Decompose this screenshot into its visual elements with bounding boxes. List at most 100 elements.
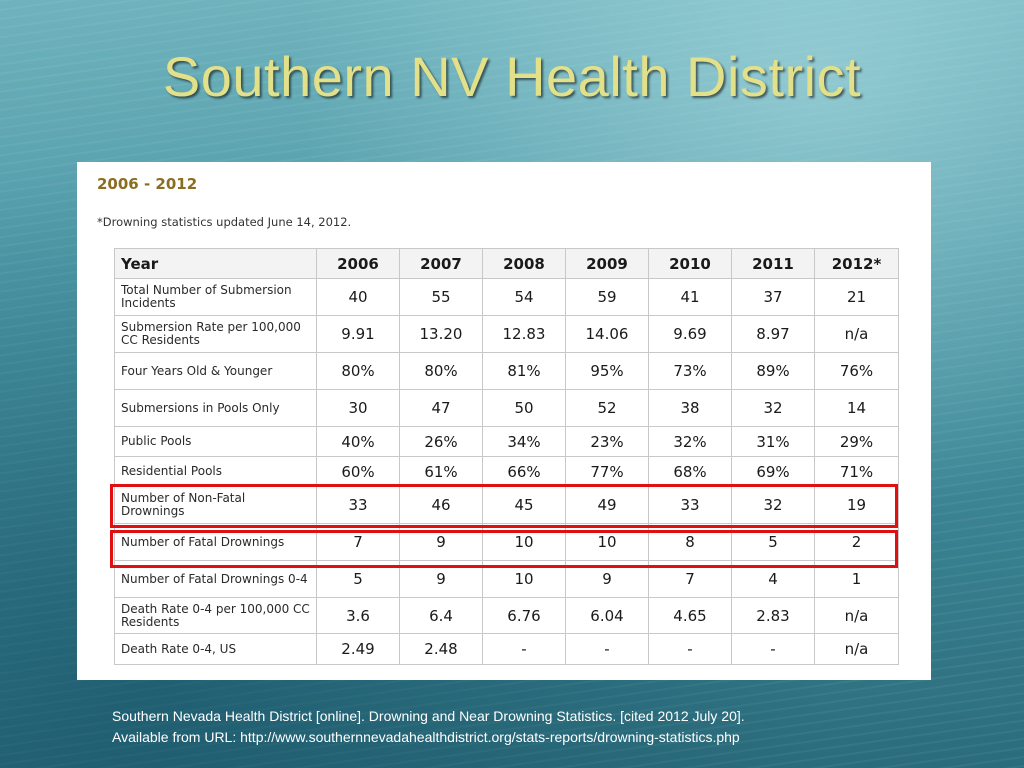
table-cell: 10 <box>482 560 566 598</box>
table-row: Submersion Rate per 100,000 CC Residents… <box>114 315 899 353</box>
table-cell: 34% <box>482 426 566 457</box>
table-cell: 33 <box>316 486 400 524</box>
table-row: Total Number of Submersion Incidents 40 55… <box>114 278 899 316</box>
row-label: Death Rate 0-4, US <box>114 633 317 665</box>
slide-title: Southern NV Health District <box>162 45 862 108</box>
table-cell: 4.65 <box>648 597 732 634</box>
table-cell: 2.48 <box>399 633 483 665</box>
table-cell: 54 <box>482 278 566 316</box>
table-cell: - <box>731 633 815 665</box>
table-cell: 66% <box>482 456 566 487</box>
drowning-statistics-table: Year 2006 2007 2008 2009 2010 2011 2012*… <box>114 248 899 665</box>
table-cell: 10 <box>565 523 649 561</box>
header-cell-2006: 2006 <box>316 248 400 279</box>
table-row: Public Pools 40% 26% 34% 23% 32% 31% 29% <box>114 426 899 457</box>
row-label: Total Number of Submersion Incidents <box>114 278 317 316</box>
table-cell: 1 <box>814 560 899 598</box>
table-cell: 3.6 <box>316 597 400 634</box>
header-cell-2009: 2009 <box>565 248 649 279</box>
table-cell: 77% <box>565 456 649 487</box>
table-cell: 71% <box>814 456 899 487</box>
table-cell: 33 <box>648 486 732 524</box>
table-cell: 41 <box>648 278 732 316</box>
table-cell: 69% <box>731 456 815 487</box>
table-cell: 45 <box>482 486 566 524</box>
table-cell: 32 <box>731 389 815 427</box>
table-row: Residential Pools 60% 61% 66% 77% 68% 69% 71% <box>114 456 899 487</box>
table-cell: 47 <box>399 389 483 427</box>
row-label: Number of Fatal Drownings 0-4 <box>114 560 317 598</box>
year-range-heading: 2006 - 2012 <box>97 175 198 193</box>
table-cell: 80% <box>399 352 483 390</box>
table-cell: 2.83 <box>731 597 815 634</box>
table-cell: 9 <box>399 560 483 598</box>
table-cell: - <box>648 633 732 665</box>
table-cell: 14 <box>814 389 899 427</box>
header-cell-2008: 2008 <box>482 248 566 279</box>
row-label: Residential Pools <box>114 456 317 487</box>
row-label: Public Pools <box>114 426 317 457</box>
table-cell: 7 <box>316 523 400 561</box>
table-cell: 23% <box>565 426 649 457</box>
table-cell: 38 <box>648 389 732 427</box>
row-label: Number of Non-Fatal Drownings <box>114 486 317 524</box>
table-cell: 89% <box>731 352 815 390</box>
table-cell: 2.49 <box>316 633 400 665</box>
row-label: Number of Fatal Drownings <box>114 523 317 561</box>
citation-line-1: Southern Nevada Health District [online]… <box>112 708 745 724</box>
header-cell-2012: 2012* <box>814 248 899 279</box>
table-cell: 46 <box>399 486 483 524</box>
header-cell-2010: 2010 <box>648 248 732 279</box>
table-cell: 21 <box>814 278 899 316</box>
row-label: Four Years Old & Younger <box>114 352 317 390</box>
table-cell: 32 <box>731 486 815 524</box>
table-row: Number of Non-Fatal Drownings 33 46 45 49 33 3… <box>114 486 899 524</box>
table-cell: 73% <box>648 352 732 390</box>
table-row: Number of Fatal Drownings 0-4 5 9 10 9 7 4 1 <box>114 560 899 598</box>
table-cell: 8.97 <box>731 315 815 353</box>
table-cell: 59 <box>565 278 649 316</box>
table-cell: 5 <box>731 523 815 561</box>
table-cell: 8 <box>648 523 732 561</box>
update-note: *Drowning statistics updated June 14, 20… <box>97 215 352 229</box>
row-label: Death Rate 0-4 per 100,000 CC Residents <box>114 597 317 634</box>
table-cell: 26% <box>399 426 483 457</box>
table-panel: 2006 - 2012 *Drowning statistics updated… <box>77 162 931 680</box>
table-cell: - <box>482 633 566 665</box>
table-cell: 61% <box>399 456 483 487</box>
table-cell: 2 <box>814 523 899 561</box>
table-cell: 37 <box>731 278 815 316</box>
table-cell: n/a <box>814 633 899 665</box>
table-cell: 9.69 <box>648 315 732 353</box>
table-cell: 80% <box>316 352 400 390</box>
table-cell: 12.83 <box>482 315 566 353</box>
header-cell-2011: 2011 <box>731 248 815 279</box>
table-cell: 95% <box>565 352 649 390</box>
table-cell: 13.20 <box>399 315 483 353</box>
table-cell: 49 <box>565 486 649 524</box>
table-cell: 5 <box>316 560 400 598</box>
header-cell-year: Year <box>114 248 317 279</box>
table-cell: 10 <box>482 523 566 561</box>
table-cell: 7 <box>648 560 732 598</box>
header-row: Year 2006 2007 2008 2009 2010 2011 2012* <box>114 248 899 279</box>
table-cell: 9 <box>399 523 483 561</box>
header-cell-2007: 2007 <box>399 248 483 279</box>
table-cell: 52 <box>565 389 649 427</box>
table-cell: 6.4 <box>399 597 483 634</box>
table-row: Submersions in Pools Only 30 47 50 52 38 32 14 <box>114 389 899 427</box>
table-cell: - <box>565 633 649 665</box>
table-row: Number of Fatal Drownings 7 9 10 10 8 5 2 <box>114 523 899 561</box>
table-cell: 68% <box>648 456 732 487</box>
table-row: Four Years Old & Younger 80% 80% 81% 95% 73% 8… <box>114 352 899 390</box>
source-citation: Southern Nevada Health District [online]… <box>112 706 1012 748</box>
table-cell: 19 <box>814 486 899 524</box>
table-cell: 76% <box>814 352 899 390</box>
table-cell: n/a <box>814 597 899 634</box>
row-label: Submersions in Pools Only <box>114 389 317 427</box>
table-cell: 32% <box>648 426 732 457</box>
table-row: Death Rate 0-4, US 2.49 2.48- - - - n/a <box>114 633 899 665</box>
table-cell: 14.06 <box>565 315 649 353</box>
table-cell: 31% <box>731 426 815 457</box>
table-cell: 50 <box>482 389 566 427</box>
